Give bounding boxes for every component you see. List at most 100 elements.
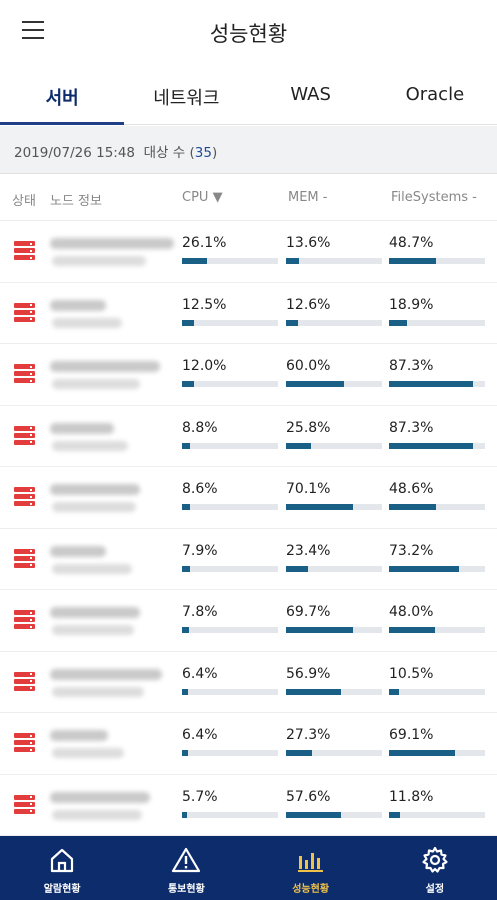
cpu-value: 26.1%	[182, 235, 227, 251]
fs-bar	[389, 688, 485, 695]
nav-notice[interactable]: 통보현황	[124, 836, 248, 900]
table-row[interactable]: 12.5% 12.6% 18.9%	[0, 283, 497, 344]
cpu-bar	[182, 811, 278, 818]
col-mem[interactable]: MEM -	[288, 190, 328, 205]
mem-bar-fill	[286, 627, 353, 633]
app-bar: 성능현황	[0, 0, 497, 66]
mem-value: 23.4%	[286, 542, 331, 559]
node-info[interactable]	[50, 358, 174, 392]
node-info[interactable]	[50, 789, 174, 823]
table-row[interactable]: 8.8% 25.8% 87.3%	[0, 406, 497, 467]
nav-settings[interactable]: 설정	[373, 836, 497, 900]
server-icon[interactable]	[14, 610, 35, 630]
mem-bar-fill	[286, 565, 309, 572]
mem-value: 70.1%	[286, 481, 331, 497]
server-icon[interactable]	[14, 364, 35, 384]
server-icon[interactable]	[14, 241, 35, 261]
cpu-metric: 12.0%	[182, 358, 278, 387]
server-icon[interactable]	[14, 487, 35, 507]
server-icon[interactable]	[14, 302, 35, 323]
mem-value: 69.7%	[286, 604, 331, 620]
col-node: 노드 정보	[50, 194, 102, 209]
cpu-metric: 7.9%	[182, 543, 278, 572]
cpu-bar	[182, 442, 278, 449]
mem-bar	[286, 442, 382, 449]
node-info[interactable]	[50, 666, 174, 700]
fs-metric: 48.6%	[389, 481, 485, 510]
nav-performance[interactable]: 성능현황	[249, 836, 373, 900]
table-row[interactable]: 6.4% 56.9% 10.5%	[0, 652, 497, 713]
table-row[interactable]: 8.6% 70.1% 48.6%	[0, 467, 497, 529]
fs-metric: 69.1%	[389, 727, 485, 756]
fs-metric: 11.8%	[389, 789, 485, 818]
node-info[interactable]	[50, 543, 174, 577]
cpu-value: 6.4%	[182, 665, 218, 682]
col-cpu[interactable]: CPU ▼	[182, 190, 223, 205]
menu-icon[interactable]	[22, 21, 44, 41]
fs-metric: 48.0%	[389, 604, 485, 633]
table-row[interactable]: 26.1% 13.6% 48.7%	[0, 221, 497, 283]
server-icon[interactable]	[14, 671, 35, 692]
column-header: 상태 노드 정보 CPU ▼ MEM - FileSystems -	[0, 175, 497, 221]
mem-value: 27.3%	[286, 727, 331, 743]
fs-metric: 10.5%	[389, 666, 485, 695]
tab-oracle[interactable]: Oracle	[405, 84, 465, 105]
fs-bar	[389, 319, 485, 326]
fs-value: 87.3%	[389, 358, 434, 374]
page-title: 성능현황	[209, 22, 288, 46]
node-info[interactable]	[50, 235, 174, 269]
cpu-bar	[182, 504, 278, 510]
nav-notice-label: 통보현황	[167, 884, 205, 895]
cpu-metric: 6.4%	[182, 727, 278, 756]
tab-network[interactable]: 네트워크	[153, 88, 220, 109]
fs-bar-fill	[389, 258, 436, 264]
cpu-bar-fill	[182, 688, 189, 695]
mem-bar	[286, 811, 382, 818]
mem-bar	[286, 627, 382, 633]
mem-metric: 27.3%	[286, 727, 382, 756]
fs-bar-fill	[389, 381, 473, 387]
mem-value: 12.6%	[286, 296, 331, 313]
table-row[interactable]: 7.8% 69.7% 48.0%	[0, 590, 497, 652]
fs-bar	[389, 504, 485, 510]
server-icon[interactable]	[14, 733, 35, 753]
fs-bar	[389, 565, 485, 572]
node-info[interactable]	[50, 604, 174, 638]
cpu-bar-fill	[182, 319, 194, 326]
node-info[interactable]	[50, 297, 174, 331]
tab-server[interactable]: 서버	[0, 72, 125, 125]
node-info[interactable]	[50, 727, 174, 761]
table-row[interactable]: 7.9% 23.4% 73.2%	[0, 529, 497, 590]
server-icon[interactable]	[14, 548, 35, 569]
table-row[interactable]: 6.4% 27.3% 69.1%	[0, 713, 497, 775]
fs-bar-fill	[389, 688, 400, 695]
mem-bar	[286, 750, 382, 756]
mem-metric: 23.4%	[286, 543, 382, 572]
cpu-bar-fill	[182, 565, 190, 572]
cpu-value: 7.9%	[182, 542, 218, 559]
cpu-bar	[182, 688, 278, 695]
server-icon[interactable]	[14, 794, 35, 815]
open-paren: (	[189, 145, 195, 161]
cpu-value: 12.5%	[182, 296, 227, 313]
fs-value: 87.3%	[389, 419, 434, 436]
server-icon[interactable]	[14, 425, 35, 446]
fs-value: 48.6%	[389, 481, 434, 497]
fs-value: 18.9%	[389, 296, 434, 313]
server-list: 26.1% 13.6% 48.7% 12.5% 12.6% 18.9%	[0, 221, 497, 836]
tab-bar: 서버 네트워크 WAS Oracle	[0, 72, 497, 125]
nav-alarm[interactable]: 알람현황	[0, 836, 124, 900]
table-row[interactable]: 5.7% 57.6% 11.8%	[0, 775, 497, 836]
node-info[interactable]	[50, 420, 174, 454]
mem-bar	[286, 688, 382, 695]
cpu-metric: 8.6%	[182, 481, 278, 510]
mem-bar-fill	[286, 811, 342, 818]
table-row[interactable]: 12.0% 60.0% 87.3%	[0, 344, 497, 406]
node-info[interactable]	[50, 481, 174, 515]
col-filesystems[interactable]: FileSystems -	[391, 190, 477, 205]
cpu-metric: 5.7%	[182, 789, 278, 818]
tab-was[interactable]: WAS	[290, 84, 331, 105]
close-paren: )	[211, 145, 218, 161]
cpu-metric: 8.8%	[182, 420, 278, 449]
cpu-bar-fill	[182, 750, 189, 756]
